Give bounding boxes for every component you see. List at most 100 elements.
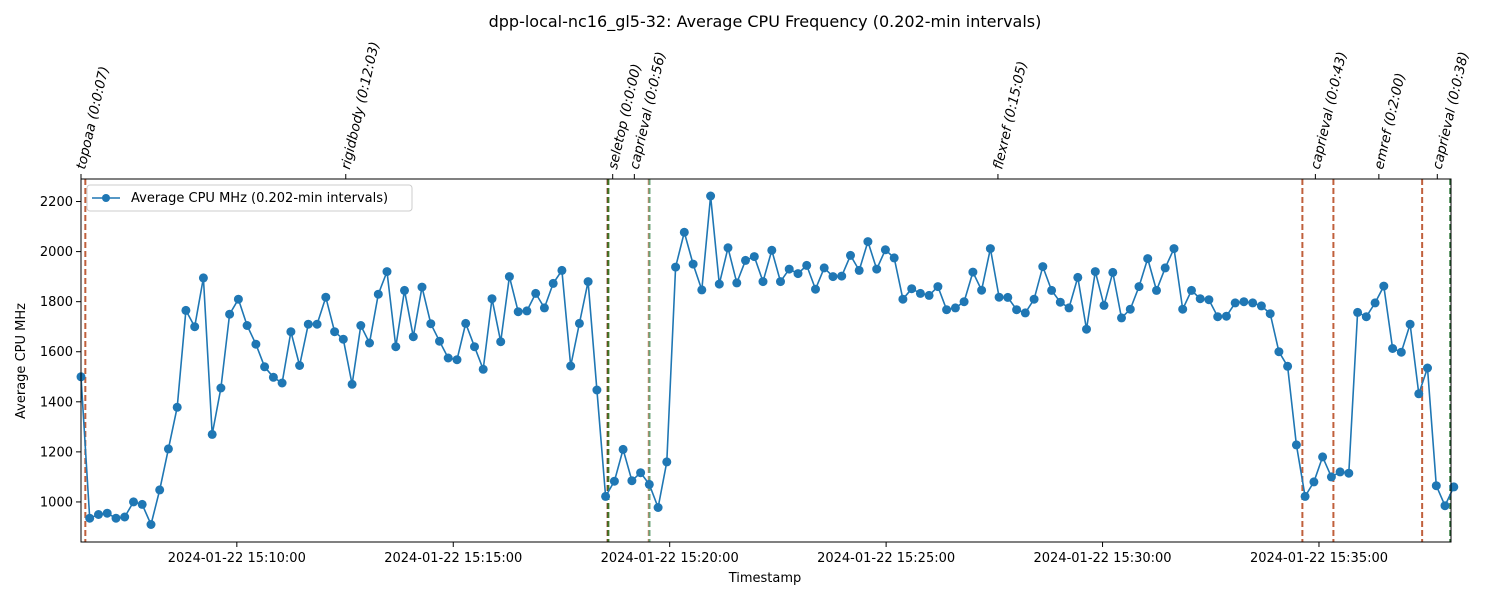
x-tick-label-0: 2024-01-22 15:10:00: [168, 551, 306, 566]
data-point-92: [880, 245, 890, 255]
data-point-136: [1265, 309, 1275, 319]
data-point-10: [163, 444, 173, 454]
data-point-74: [723, 243, 733, 253]
annotation-label-7: caprieval (0:0:38): [1430, 50, 1473, 171]
data-point-89: [854, 265, 864, 275]
data-point-99: [942, 305, 952, 315]
data-point-29: [330, 327, 340, 337]
data-point-149: [1379, 281, 1389, 291]
data-point-15: [207, 429, 217, 439]
data-point-77: [749, 252, 759, 262]
data-point-138: [1283, 361, 1293, 371]
data-point-146: [1353, 307, 1363, 317]
data-point-102: [968, 267, 978, 277]
data-point-131: [1221, 311, 1231, 321]
data-point-69: [679, 227, 689, 237]
data-point-2: [94, 510, 103, 519]
data-point-54: [548, 278, 558, 288]
series-line: [80, 195, 1455, 527]
data-point-52: [531, 288, 541, 298]
data-point-47: [487, 294, 497, 304]
data-point-53: [539, 303, 549, 313]
x-tick-label-3: 2024-01-22 15:25:00: [817, 551, 955, 566]
data-point-134: [1248, 298, 1258, 308]
data-point-147: [1361, 312, 1371, 322]
data-point-139: [1291, 440, 1301, 450]
data-point-104: [985, 244, 995, 254]
data-point-157: [1449, 482, 1459, 492]
x-tick-label-5: 2024-01-22 15:35:00: [1250, 551, 1388, 566]
y-tick-label-1200: 1200: [40, 445, 73, 460]
x-tick-label-1: 2024-01-22 15:15:00: [384, 551, 522, 566]
x-tick-label-2: 2024-01-22 15:20:00: [601, 551, 739, 566]
data-point-49: [504, 272, 514, 282]
data-point-23: [277, 378, 287, 388]
data-point-35: [382, 267, 392, 277]
data-point-42: [443, 353, 453, 363]
data-point-94: [898, 294, 908, 304]
data-point-62: [618, 444, 628, 454]
data-point-114: [1073, 272, 1083, 282]
data-point-103: [977, 285, 987, 295]
y-tick-label-2000: 2000: [40, 245, 73, 260]
data-point-140: [1300, 491, 1310, 501]
data-point-25: [295, 361, 305, 370]
data-point-123: [1152, 285, 1161, 295]
data-point-36: [391, 342, 401, 352]
y-tick-label-2200: 2200: [40, 195, 73, 210]
data-point-21: [260, 362, 270, 372]
data-point-40: [426, 319, 436, 329]
data-point-73: [714, 279, 724, 289]
data-point-55: [557, 265, 567, 275]
data-point-4: [111, 513, 121, 523]
data-point-19: [242, 321, 252, 330]
data-point-9: [155, 485, 165, 495]
data-point-144: [1335, 467, 1345, 477]
y-tick-label-1400: 1400: [40, 395, 73, 410]
data-point-90: [863, 237, 873, 247]
data-point-32: [356, 321, 366, 330]
data-point-37: [400, 285, 409, 295]
data-point-86: [828, 272, 838, 282]
data-point-125: [1169, 244, 1179, 254]
data-point-34: [373, 289, 383, 299]
data-point-93: [889, 253, 899, 263]
data-point-46: [478, 364, 488, 374]
data-point-63: [627, 476, 637, 486]
data-point-18: [233, 294, 243, 304]
annotation-label-5: caprieval (0:0:43): [1308, 50, 1351, 171]
plot-area-frame: [80, 178, 1452, 543]
data-point-91: [872, 264, 882, 274]
data-point-108: [1020, 308, 1030, 318]
data-point-156: [1440, 501, 1450, 511]
data-point-142: [1318, 452, 1328, 462]
data-point-56: [566, 361, 576, 371]
data-point-83: [802, 260, 812, 270]
data-point-155: [1431, 481, 1441, 491]
data-point-1: [85, 513, 95, 523]
data-point-68: [671, 262, 681, 272]
data-point-126: [1178, 304, 1188, 314]
data-point-82: [793, 269, 803, 279]
annotation-label-6: emref (0:2:00): [1371, 71, 1409, 170]
data-point-97: [924, 290, 934, 300]
data-point-128: [1195, 294, 1205, 304]
data-point-66: [653, 503, 663, 512]
x-axis-label: Timestamp: [728, 571, 802, 586]
data-point-113: [1064, 303, 1074, 313]
data-point-48: [496, 337, 506, 347]
data-point-133: [1239, 297, 1249, 307]
series-average-cpu-mhz: [76, 191, 1459, 529]
data-point-57: [574, 318, 584, 328]
data-point-130: [1213, 312, 1223, 322]
data-point-116: [1090, 267, 1100, 277]
data-point-59: [592, 385, 602, 395]
data-point-143: [1326, 472, 1336, 482]
data-point-154: [1423, 363, 1432, 373]
data-point-64: [636, 468, 646, 478]
data-point-98: [933, 282, 943, 292]
data-point-152: [1405, 319, 1415, 329]
data-point-85: [819, 263, 829, 273]
data-point-80: [776, 277, 785, 287]
